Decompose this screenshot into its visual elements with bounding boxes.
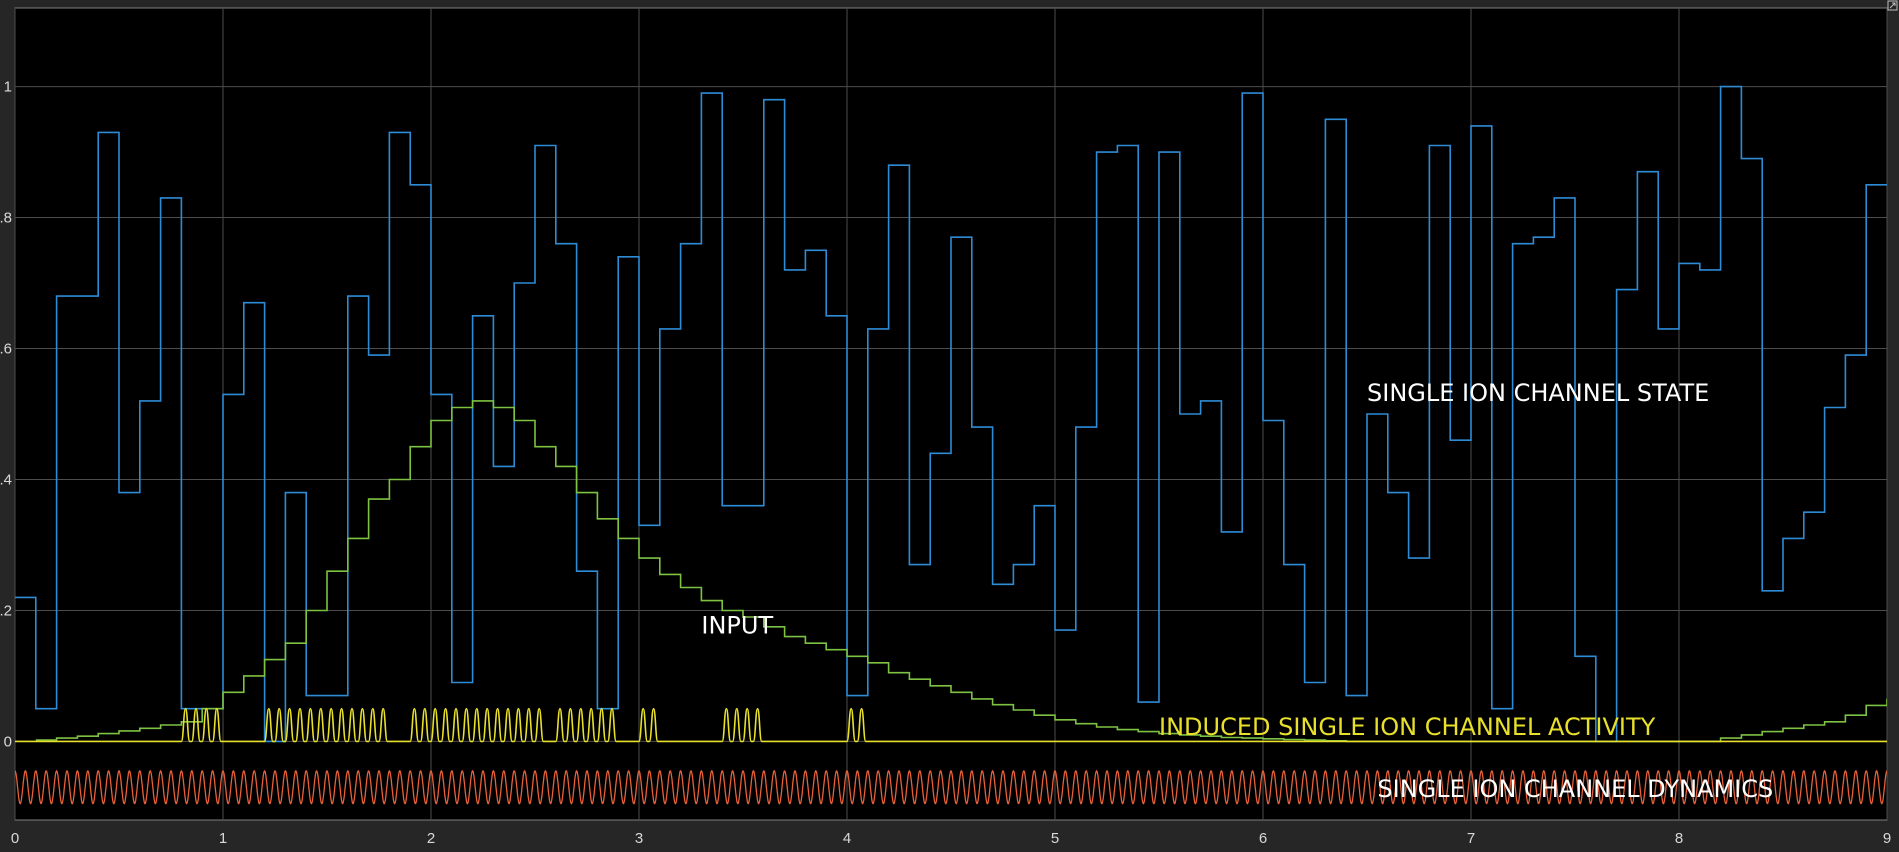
x-tick-label: 2 — [427, 830, 435, 847]
x-tick-label: 6 — [1259, 830, 1267, 847]
x-tick-label: 4 — [843, 830, 851, 847]
x-tick-label: 7 — [1467, 830, 1475, 847]
annotation-activity-label: INDUCED SINGLE ION CHANNEL ACTIVITY — [1159, 713, 1656, 741]
y-tick-label: .4 — [0, 471, 12, 488]
y-tick-label: .6 — [0, 341, 12, 358]
annotation-layer: SINGLE ION CHANNEL STATE INPUT INDUCED SIN… — [701, 379, 1773, 803]
series-line-state — [15, 85, 1887, 743]
x-tick-label: 5 — [1051, 830, 1059, 847]
annotation-dynamics-label: SINGLE ION CHANNEL DYNAMICS — [1377, 775, 1773, 803]
y-tick-label: 1 — [4, 79, 12, 96]
y-tick-label: 0 — [4, 733, 12, 750]
series-line-dynamics — [15, 769, 1887, 805]
tick-label-layer: 0 1 2 3 4 5 6 7 8 9 0 .2 .4 .6 .8 1 — [0, 79, 1891, 847]
series-line-activity — [15, 707, 1887, 743]
x-tick-label: 1 — [219, 830, 227, 847]
series-line-input — [35, 400, 1887, 743]
series-layer — [15, 85, 1887, 805]
x-tick-label: 9 — [1883, 830, 1891, 847]
y-tick-label: .8 — [0, 210, 12, 227]
x-tick-label: 3 — [635, 830, 643, 847]
annotation-state-label: SINGLE ION CHANNEL STATE — [1367, 379, 1709, 407]
y-tick-label: .2 — [0, 602, 12, 619]
corner-expand-icon[interactable] — [1887, 0, 1898, 11]
x-tick-label: 8 — [1675, 830, 1683, 847]
annotation-input-label: INPUT — [701, 611, 773, 639]
x-tick-label: 0 — [11, 830, 19, 847]
